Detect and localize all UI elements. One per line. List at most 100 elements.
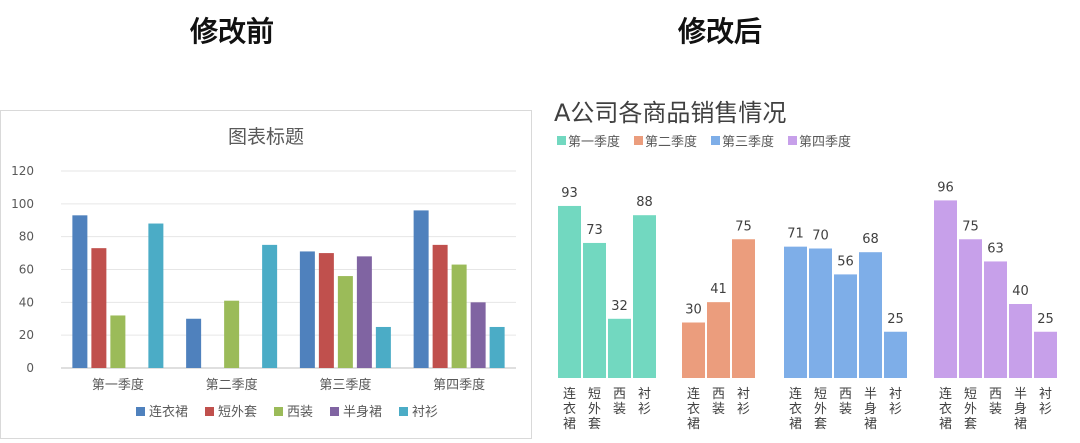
x-tick-label: 半身裙	[864, 387, 877, 432]
before-heading: 修改前	[190, 15, 275, 48]
x-tick-label: 西装	[839, 387, 852, 417]
data-label: 68	[862, 232, 879, 247]
bar-第二季度-西装	[707, 302, 730, 378]
x-tick-label: 连衣裙	[563, 386, 576, 432]
legend-label: 第二季度	[645, 134, 697, 150]
legend-swatch-第二季度	[634, 136, 643, 145]
y-tick-label: 120	[11, 164, 34, 178]
legend-swatch-第一季度	[557, 136, 566, 145]
data-label: 88	[636, 195, 653, 210]
x-tick-label: 第四季度	[433, 377, 485, 393]
bar-连衣裙-第三季度	[299, 251, 315, 368]
legend-label: 半身裙	[343, 404, 382, 420]
legend-label: 西装	[287, 405, 313, 420]
bar-西装-第一季度	[110, 315, 126, 368]
bar-西装-第四季度	[451, 264, 467, 368]
x-tick-label: 第三季度	[319, 377, 371, 393]
x-tick-label: 连衣裙	[789, 386, 802, 432]
bar-西装-第三季度	[337, 276, 353, 368]
bar-第三季度-短外套	[809, 248, 832, 378]
bar-短外套-第三季度	[318, 253, 334, 368]
legend-label: 衬衫	[412, 405, 438, 420]
x-tick-label: 衬衫	[889, 387, 902, 417]
data-label: 30	[685, 303, 702, 318]
x-tick-label: 短外套	[964, 387, 977, 432]
bar-第四季度-半身裙	[1009, 304, 1032, 378]
x-tick-label: 第一季度	[92, 377, 144, 393]
data-label: 93	[561, 186, 578, 201]
chart-title: 图表标题	[228, 126, 304, 148]
x-tick-label: 半身裙	[1014, 387, 1027, 432]
bar-西装-第二季度	[224, 300, 240, 368]
legend-label: 连衣裙	[149, 404, 188, 420]
y-tick-label: 40	[19, 295, 34, 309]
data-label: 41	[710, 282, 727, 297]
x-tick-label: 衬衫	[1039, 387, 1052, 417]
bar-短外套-第四季度	[432, 244, 448, 368]
legend-swatch-第四季度	[788, 136, 797, 145]
bar-衬衫-第三季度	[375, 326, 391, 368]
data-label: 63	[987, 241, 1004, 256]
bar-衬衫-第一季度	[148, 223, 164, 368]
data-label: 25	[1037, 312, 1054, 327]
legend-swatch-第三季度	[711, 136, 720, 145]
bar-衬衫-第四季度	[489, 326, 505, 368]
y-tick-label: 80	[19, 230, 34, 244]
data-label: 75	[962, 219, 979, 234]
data-label: 56	[837, 254, 854, 269]
x-tick-label: 短外套	[588, 387, 601, 432]
bar-连衣裙-第四季度	[413, 210, 429, 368]
bar-第三季度-衬衫	[884, 331, 907, 378]
legend-swatch-半身裙	[330, 407, 339, 416]
y-tick-label: 0	[26, 361, 34, 375]
bar-第四季度-衬衫	[1034, 331, 1057, 378]
bar-第一季度-连衣裙	[558, 205, 581, 378]
x-tick-label: 衬衫	[737, 387, 750, 417]
bar-连衣裙-第一季度	[72, 215, 88, 368]
x-tick-label: 第二季度	[206, 377, 258, 393]
x-tick-label: 短外套	[814, 387, 827, 432]
data-label: 75	[735, 219, 752, 234]
legend-swatch-衬衫	[399, 407, 408, 416]
bar-第一季度-衬衫	[633, 215, 656, 378]
bar-第一季度-西装	[608, 318, 631, 378]
x-tick-label: 西装	[613, 387, 626, 417]
bar-第三季度-连衣裙	[784, 246, 807, 378]
x-tick-label: 西装	[989, 387, 1002, 417]
bar-第一季度-短外套	[583, 242, 606, 378]
before-chart-panel: 图表标题 0 20 40 60 80 100 120 第一季度 第二季度 第三季度 第四季度连衣裙 短外…	[0, 110, 532, 439]
y-tick-label: 60	[19, 263, 34, 277]
data-label: 96	[937, 180, 954, 195]
bar-半身裙-第四季度	[470, 302, 486, 368]
legend-swatch-连衣裙	[136, 407, 145, 416]
data-label: 71	[787, 227, 804, 242]
bar-第三季度-半身裙	[859, 252, 882, 378]
bar-第四季度-短外套	[959, 239, 982, 378]
y-tick-label: 20	[19, 328, 34, 342]
x-tick-label: 衬衫	[638, 387, 651, 417]
data-label: 25	[887, 312, 904, 327]
data-label: 73	[586, 223, 603, 238]
bar-第四季度-西装	[984, 261, 1007, 378]
x-tick-label: 西装	[712, 387, 725, 417]
legend-label: 第三季度	[722, 134, 774, 150]
after-heading: 修改后	[678, 15, 763, 48]
legend-label: 短外套	[218, 404, 257, 420]
data-label: 32	[611, 299, 628, 314]
legend-label: 第一季度	[568, 134, 620, 150]
bar-连衣裙-第二季度	[186, 318, 202, 368]
y-tick-label: 100	[11, 197, 34, 211]
bar-第二季度-衬衫	[732, 239, 755, 378]
chart-title: A公司各商品销售情况	[554, 99, 786, 127]
data-label: 70	[812, 229, 829, 244]
bar-衬衫-第二季度	[262, 244, 278, 368]
bar-短外套-第一季度	[91, 248, 107, 368]
after-chart-panel: A公司各商品销售情况 第一季度 第二季度 第三季度 第四季度 93 连衣裙 73 短外套 32 西装…	[540, 95, 1080, 439]
bar-第四季度-连衣裙	[934, 200, 957, 378]
legend-swatch-短外套	[205, 407, 214, 416]
x-tick-label: 连衣裙	[687, 386, 700, 432]
legend-swatch-西装	[274, 407, 283, 416]
data-label: 40	[1012, 284, 1029, 299]
